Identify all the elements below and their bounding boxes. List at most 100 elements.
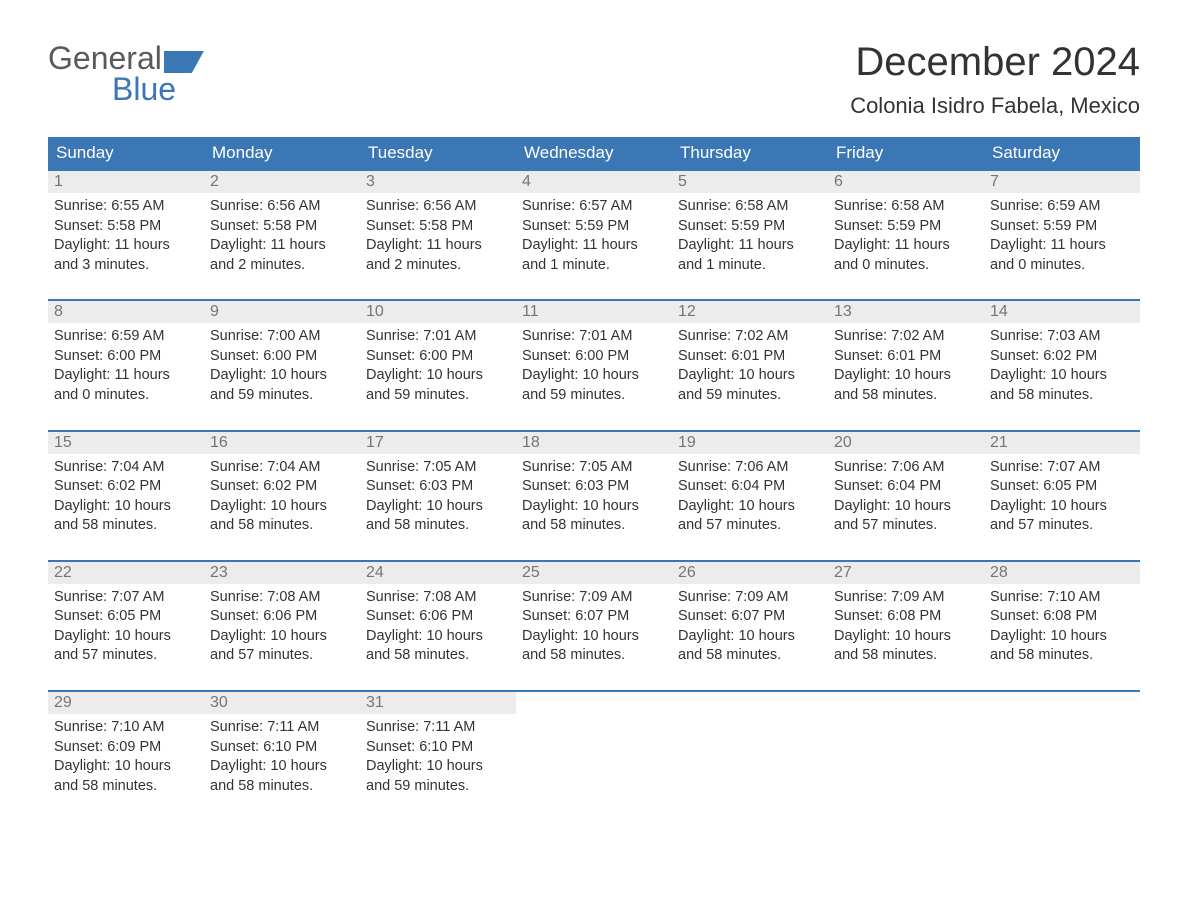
daylight-line-2: and 59 minutes.: [210, 386, 354, 406]
day-body: Sunrise: 7:09 AMSunset: 6:07 PMDaylight:…: [516, 584, 672, 668]
day-cell: 5Sunrise: 6:58 AMSunset: 5:59 PMDaylight…: [672, 171, 828, 277]
day-body: Sunrise: 7:00 AMSunset: 6:00 PMDaylight:…: [204, 323, 360, 407]
day-number: 16: [204, 432, 360, 454]
day-body: Sunrise: 7:09 AMSunset: 6:07 PMDaylight:…: [672, 584, 828, 668]
daylight-line-2: and 59 minutes.: [366, 386, 510, 406]
daylight-line-1: Daylight: 11 hours: [366, 236, 510, 256]
day-cell: [828, 692, 984, 798]
day-body: Sunrise: 6:59 AMSunset: 6:00 PMDaylight:…: [48, 323, 204, 407]
daylight-line-1: Daylight: 10 hours: [366, 497, 510, 517]
day-number: 31: [360, 692, 516, 714]
day-number: [984, 692, 1140, 714]
weekday-friday: Friday: [828, 137, 984, 169]
weeks-container: 1Sunrise: 6:55 AMSunset: 5:58 PMDaylight…: [48, 169, 1140, 798]
daylight-line-1: Daylight: 10 hours: [990, 366, 1134, 386]
calendar: Sunday Monday Tuesday Wednesday Thursday…: [48, 137, 1140, 798]
sunset-line: Sunset: 6:01 PM: [678, 347, 822, 367]
weekday-monday: Monday: [204, 137, 360, 169]
day-cell: 2Sunrise: 6:56 AMSunset: 5:58 PMDaylight…: [204, 171, 360, 277]
day-cell: 20Sunrise: 7:06 AMSunset: 6:04 PMDayligh…: [828, 432, 984, 538]
sunset-line: Sunset: 6:03 PM: [366, 477, 510, 497]
sunrise-line: Sunrise: 7:09 AM: [678, 588, 822, 608]
day-cell: 26Sunrise: 7:09 AMSunset: 6:07 PMDayligh…: [672, 562, 828, 668]
logo-text-bottom: Blue: [112, 71, 176, 108]
sunrise-line: Sunrise: 7:01 AM: [522, 327, 666, 347]
sunset-line: Sunset: 6:08 PM: [990, 607, 1134, 627]
daylight-line-2: and 0 minutes.: [990, 256, 1134, 276]
sunrise-line: Sunrise: 7:04 AM: [54, 458, 198, 478]
sunrise-line: Sunrise: 7:08 AM: [210, 588, 354, 608]
week-row: 8Sunrise: 6:59 AMSunset: 6:00 PMDaylight…: [48, 299, 1140, 407]
daylight-line-1: Daylight: 11 hours: [54, 366, 198, 386]
day-number: 20: [828, 432, 984, 454]
sunset-line: Sunset: 6:02 PM: [54, 477, 198, 497]
daylight-line-2: and 58 minutes.: [834, 646, 978, 666]
weekday-header-row: Sunday Monday Tuesday Wednesday Thursday…: [48, 137, 1140, 169]
day-cell: 13Sunrise: 7:02 AMSunset: 6:01 PMDayligh…: [828, 301, 984, 407]
sunrise-line: Sunrise: 7:05 AM: [366, 458, 510, 478]
day-number: 10: [360, 301, 516, 323]
day-number: 17: [360, 432, 516, 454]
day-cell: 28Sunrise: 7:10 AMSunset: 6:08 PMDayligh…: [984, 562, 1140, 668]
day-body: Sunrise: 7:06 AMSunset: 6:04 PMDaylight:…: [828, 454, 984, 538]
sunrise-line: Sunrise: 7:00 AM: [210, 327, 354, 347]
day-cell: 19Sunrise: 7:06 AMSunset: 6:04 PMDayligh…: [672, 432, 828, 538]
sunrise-line: Sunrise: 6:56 AM: [366, 197, 510, 217]
sunset-line: Sunset: 6:10 PM: [210, 738, 354, 758]
daylight-line-2: and 58 minutes.: [210, 777, 354, 797]
sunset-line: Sunset: 5:59 PM: [990, 217, 1134, 237]
day-number: 8: [48, 301, 204, 323]
day-number: 2: [204, 171, 360, 193]
daylight-line-2: and 1 minute.: [522, 256, 666, 276]
day-body: Sunrise: 7:02 AMSunset: 6:01 PMDaylight:…: [828, 323, 984, 407]
sunset-line: Sunset: 6:03 PM: [522, 477, 666, 497]
day-body: Sunrise: 7:03 AMSunset: 6:02 PMDaylight:…: [984, 323, 1140, 407]
day-number: 5: [672, 171, 828, 193]
day-number: 14: [984, 301, 1140, 323]
sunrise-line: Sunrise: 7:03 AM: [990, 327, 1134, 347]
daylight-line-1: Daylight: 10 hours: [522, 497, 666, 517]
daylight-line-2: and 59 minutes.: [678, 386, 822, 406]
sunset-line: Sunset: 6:04 PM: [678, 477, 822, 497]
daylight-line-2: and 0 minutes.: [834, 256, 978, 276]
day-number: 27: [828, 562, 984, 584]
day-cell: 15Sunrise: 7:04 AMSunset: 6:02 PMDayligh…: [48, 432, 204, 538]
daylight-line-2: and 58 minutes.: [522, 516, 666, 536]
day-cell: 7Sunrise: 6:59 AMSunset: 5:59 PMDaylight…: [984, 171, 1140, 277]
day-cell: 6Sunrise: 6:58 AMSunset: 5:59 PMDaylight…: [828, 171, 984, 277]
day-body: Sunrise: 6:58 AMSunset: 5:59 PMDaylight:…: [672, 193, 828, 277]
day-cell: 3Sunrise: 6:56 AMSunset: 5:58 PMDaylight…: [360, 171, 516, 277]
week-row: 1Sunrise: 6:55 AMSunset: 5:58 PMDaylight…: [48, 169, 1140, 277]
daylight-line-1: Daylight: 10 hours: [54, 757, 198, 777]
sunrise-line: Sunrise: 6:57 AM: [522, 197, 666, 217]
weekday-sunday: Sunday: [48, 137, 204, 169]
week-row: 15Sunrise: 7:04 AMSunset: 6:02 PMDayligh…: [48, 430, 1140, 538]
day-number: 1: [48, 171, 204, 193]
daylight-line-2: and 58 minutes.: [990, 386, 1134, 406]
daylight-line-1: Daylight: 11 hours: [990, 236, 1134, 256]
weekday-thursday: Thursday: [672, 137, 828, 169]
sunrise-line: Sunrise: 7:07 AM: [990, 458, 1134, 478]
daylight-line-1: Daylight: 10 hours: [210, 757, 354, 777]
logo-flag-icon: [164, 51, 204, 73]
daylight-line-2: and 59 minutes.: [522, 386, 666, 406]
day-number: 26: [672, 562, 828, 584]
sunset-line: Sunset: 6:00 PM: [366, 347, 510, 367]
day-body: Sunrise: 7:07 AMSunset: 6:05 PMDaylight:…: [48, 584, 204, 668]
daylight-line-2: and 58 minutes.: [834, 386, 978, 406]
daylight-line-2: and 2 minutes.: [366, 256, 510, 276]
header: General Blue December 2024 Colonia Isidr…: [48, 40, 1140, 119]
day-number: 13: [828, 301, 984, 323]
day-body: Sunrise: 7:04 AMSunset: 6:02 PMDaylight:…: [48, 454, 204, 538]
daylight-line-1: Daylight: 10 hours: [834, 497, 978, 517]
day-number: 19: [672, 432, 828, 454]
sunrise-line: Sunrise: 7:07 AM: [54, 588, 198, 608]
daylight-line-2: and 3 minutes.: [54, 256, 198, 276]
daylight-line-2: and 58 minutes.: [54, 516, 198, 536]
day-body: Sunrise: 7:10 AMSunset: 6:08 PMDaylight:…: [984, 584, 1140, 668]
sunrise-line: Sunrise: 7:05 AM: [522, 458, 666, 478]
day-body: Sunrise: 7:06 AMSunset: 6:04 PMDaylight:…: [672, 454, 828, 538]
daylight-line-1: Daylight: 11 hours: [678, 236, 822, 256]
sunset-line: Sunset: 5:59 PM: [834, 217, 978, 237]
sunset-line: Sunset: 6:02 PM: [990, 347, 1134, 367]
